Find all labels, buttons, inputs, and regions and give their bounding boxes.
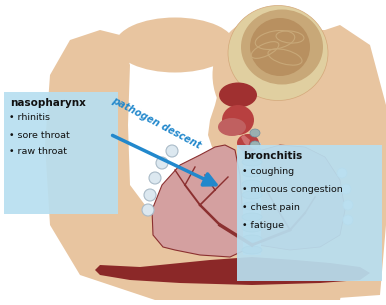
Ellipse shape <box>228 5 328 101</box>
Polygon shape <box>95 257 370 285</box>
Text: • mucous congestion: • mucous congestion <box>242 185 343 194</box>
Ellipse shape <box>242 180 262 188</box>
Ellipse shape <box>242 235 262 243</box>
Polygon shape <box>208 65 238 157</box>
Bar <box>243 143 261 255</box>
Text: • rhinitis: • rhinitis <box>9 113 50 123</box>
Ellipse shape <box>250 141 260 149</box>
Ellipse shape <box>242 191 262 199</box>
Bar <box>4 92 118 214</box>
Circle shape <box>144 189 156 201</box>
Polygon shape <box>152 145 248 257</box>
Ellipse shape <box>242 246 262 254</box>
Polygon shape <box>250 145 345 250</box>
Text: • sore throat: • sore throat <box>9 131 69 139</box>
Circle shape <box>343 200 353 210</box>
Ellipse shape <box>242 224 262 232</box>
Circle shape <box>343 215 353 225</box>
Ellipse shape <box>213 15 327 135</box>
Text: • fatigue: • fatigue <box>242 221 284 230</box>
Ellipse shape <box>242 158 262 166</box>
Circle shape <box>156 157 168 169</box>
Circle shape <box>341 184 351 194</box>
Circle shape <box>337 168 347 178</box>
Ellipse shape <box>242 202 262 210</box>
Text: bronchitis: bronchitis <box>244 151 303 161</box>
Polygon shape <box>241 135 250 147</box>
Circle shape <box>142 204 154 216</box>
Text: • raw throat: • raw throat <box>9 148 67 156</box>
Text: nasopharynx: nasopharynx <box>10 99 86 109</box>
Ellipse shape <box>222 105 254 135</box>
Polygon shape <box>45 25 358 300</box>
Ellipse shape <box>219 82 257 107</box>
Polygon shape <box>228 90 275 190</box>
Circle shape <box>166 145 178 157</box>
Ellipse shape <box>218 118 246 136</box>
Ellipse shape <box>242 147 262 155</box>
Bar <box>237 145 382 281</box>
Ellipse shape <box>250 153 260 161</box>
Ellipse shape <box>115 17 235 73</box>
Polygon shape <box>310 25 386 300</box>
Text: • coughing: • coughing <box>242 167 295 176</box>
Text: pathogen descent: pathogen descent <box>110 95 202 151</box>
Ellipse shape <box>242 213 262 221</box>
Ellipse shape <box>241 9 323 84</box>
Ellipse shape <box>250 18 310 76</box>
Circle shape <box>149 172 161 184</box>
Ellipse shape <box>242 169 262 177</box>
Text: • chest pain: • chest pain <box>242 203 300 212</box>
Ellipse shape <box>270 30 370 80</box>
Ellipse shape <box>250 129 260 137</box>
Ellipse shape <box>237 134 259 152</box>
